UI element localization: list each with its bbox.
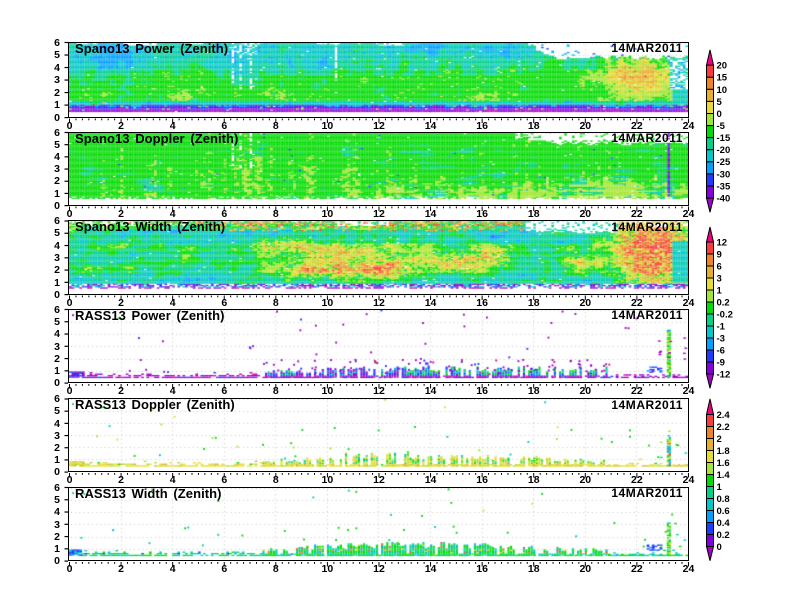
svg-text:1.6: 1.6 — [717, 458, 730, 469]
svg-text:0.2: 0.2 — [717, 530, 730, 541]
svg-text:1.8: 1.8 — [717, 446, 730, 457]
svg-text:-35: -35 — [717, 181, 731, 192]
svg-text:-30: -30 — [717, 169, 731, 180]
svg-text:0: 0 — [717, 542, 722, 553]
svg-text:2.4: 2.4 — [717, 410, 731, 421]
svg-text:-12: -12 — [717, 369, 731, 380]
svg-text:3: 3 — [717, 273, 722, 284]
svg-text:-15: -15 — [717, 133, 731, 144]
svg-text:10: 10 — [717, 85, 728, 96]
svg-text:2: 2 — [717, 434, 722, 445]
svg-text:1.4: 1.4 — [717, 470, 731, 481]
svg-text:20: 20 — [717, 61, 728, 72]
svg-text:-20: -20 — [717, 145, 731, 156]
svg-text:0.8: 0.8 — [717, 494, 730, 505]
svg-text:-1: -1 — [717, 321, 726, 332]
svg-text:-3: -3 — [717, 333, 725, 344]
svg-text:-25: -25 — [717, 157, 731, 168]
svg-text:6: 6 — [717, 261, 722, 272]
svg-text:-5: -5 — [717, 121, 726, 132]
svg-text:9: 9 — [717, 249, 722, 260]
svg-text:2.2: 2.2 — [717, 422, 730, 433]
svg-text:0.6: 0.6 — [717, 506, 730, 517]
svg-text:-40: -40 — [717, 193, 731, 204]
svg-text:1: 1 — [717, 482, 723, 493]
svg-text:0: 0 — [717, 109, 722, 120]
svg-text:-9: -9 — [717, 357, 725, 368]
svg-text:0.4: 0.4 — [717, 518, 731, 529]
svg-text:-6: -6 — [717, 345, 725, 356]
svg-text:5: 5 — [717, 97, 723, 108]
svg-text:0.2: 0.2 — [717, 297, 730, 308]
svg-text:1: 1 — [717, 285, 723, 296]
svg-text:-0.2: -0.2 — [717, 309, 733, 320]
svg-text:12: 12 — [717, 237, 728, 248]
svg-text:15: 15 — [717, 73, 728, 84]
